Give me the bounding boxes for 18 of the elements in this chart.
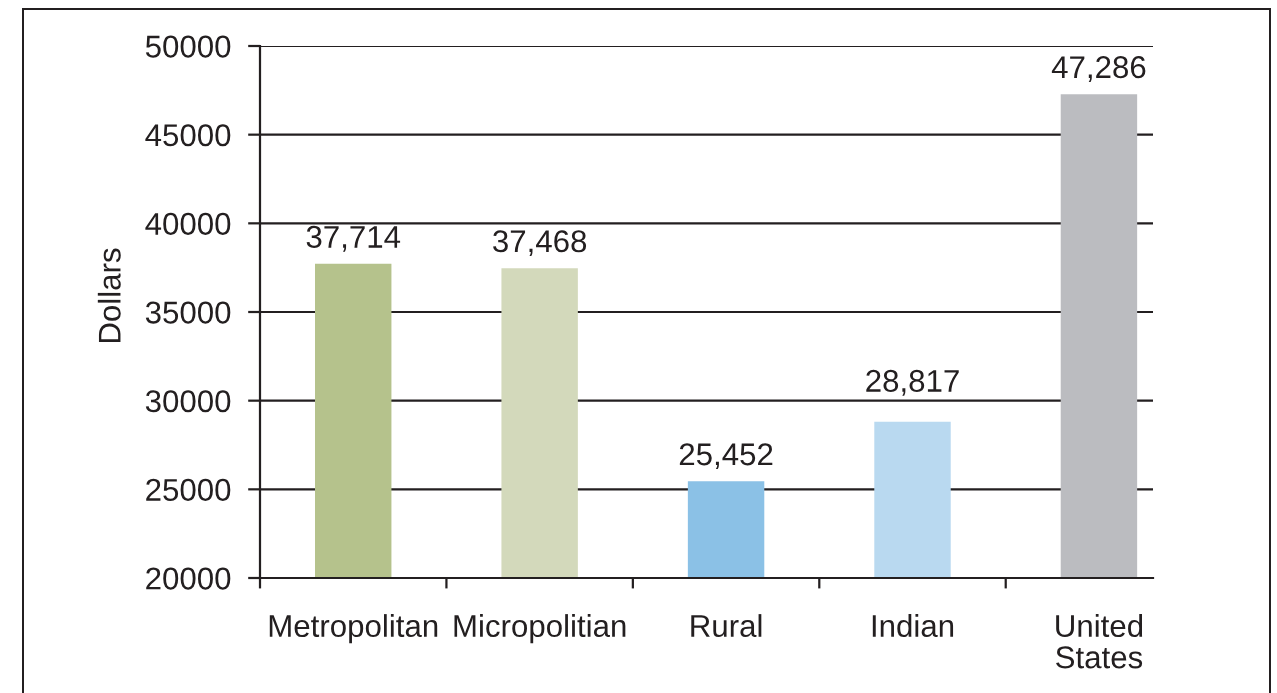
x-tick-label: Metropolitan xyxy=(269,614,438,644)
y-tick-label: 30000 xyxy=(145,390,231,413)
y-tick-label: 45000 xyxy=(145,124,231,147)
y-tick-label: 35000 xyxy=(145,301,231,324)
y-axis-title: Dollars xyxy=(97,248,121,343)
data-label: 37,714 xyxy=(306,225,401,252)
x-tick-label: United States xyxy=(1056,614,1143,669)
data-label: 25,452 xyxy=(679,443,773,470)
data-label: 47,286 xyxy=(1051,56,1146,82)
y-tick-label: 20000 xyxy=(146,567,231,590)
y-tick-label: 50000 xyxy=(145,35,231,58)
x-tick-label: Rural xyxy=(691,614,762,638)
y-tick-label: 25000 xyxy=(146,478,231,501)
data-label: 28,817 xyxy=(866,369,959,396)
x-tick-label: Micropolitian xyxy=(454,614,626,644)
x-tick-label: Indian xyxy=(872,614,954,638)
y-tick-label: 40000 xyxy=(145,212,231,235)
data-label: 37,468 xyxy=(493,230,587,257)
